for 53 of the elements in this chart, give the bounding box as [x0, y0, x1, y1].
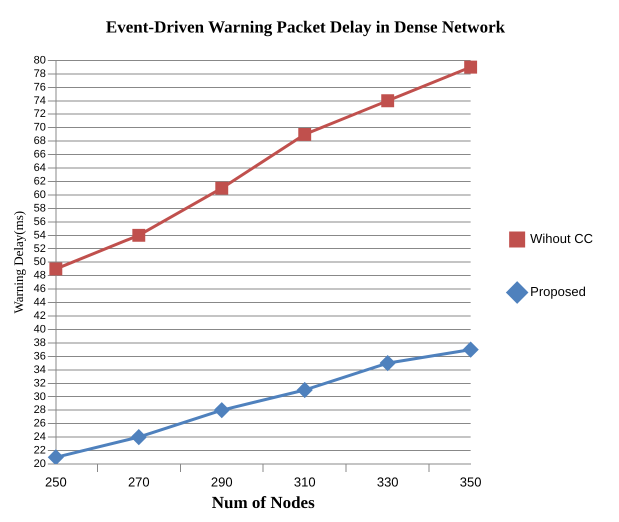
y-tick-label: 80 [34, 54, 46, 66]
y-tick-label: 24 [34, 431, 46, 444]
y-tick-label: 46 [34, 283, 46, 296]
point [297, 382, 312, 398]
y-tick-label: 50 [34, 256, 46, 268]
y-tick-label: 76 [34, 81, 46, 94]
y-tick-label: 70 [34, 122, 46, 134]
point [298, 128, 312, 141]
point [131, 430, 146, 445]
y-tick-label: 44 [34, 296, 46, 309]
point [463, 342, 478, 358]
x-tick-label: 250 [44, 474, 67, 490]
chart-title: Event-Driven Warning Packet Delay in Dense Network [106, 18, 506, 37]
y-tick-label: 36 [34, 350, 46, 362]
x-axis-title: Num of Nodes [212, 493, 316, 512]
point [48, 450, 64, 464]
y-tick-label: 26 [34, 418, 46, 430]
y-tick-label: 66 [34, 148, 46, 161]
x-tick-label: 310 [294, 474, 316, 490]
y-tick-label: 30 [34, 390, 46, 403]
y-tick-label: 40 [34, 324, 46, 336]
legend-label: Proposed [530, 284, 586, 300]
y-tick-label: 72 [34, 108, 46, 120]
point [214, 402, 230, 418]
point [380, 356, 396, 371]
y-tick-label: 78 [34, 68, 46, 80]
point [381, 94, 394, 108]
point [464, 60, 478, 74]
y-tick-label: 20 [34, 458, 46, 470]
x-tick-label: 290 [210, 474, 233, 490]
y-tick-label: 64 [34, 162, 46, 174]
y-tick-label: 60 [34, 188, 46, 201]
y-tick-label: 74 [34, 94, 46, 107]
x-tick-label: 270 [128, 474, 150, 490]
y-tick-label: 42 [34, 310, 46, 322]
y-tick-label: 52 [34, 242, 46, 255]
y-tick-label: 38 [34, 336, 46, 349]
y-tick-label: 34 [34, 364, 46, 376]
y-tick-label: 32 [34, 377, 46, 390]
y-tick-label: 62 [34, 176, 46, 188]
y-tick-label: 68 [34, 135, 46, 148]
y-tick-label: 58 [34, 202, 46, 214]
legend-label: Wihout CC [530, 231, 594, 246]
y-tick-label: 22 [34, 444, 46, 457]
x-tick-label: 350 [460, 474, 482, 490]
y-tick-label: 54 [34, 229, 46, 242]
y-tick-label: 56 [34, 216, 46, 228]
y-tick-label: 48 [34, 270, 46, 282]
y-axis-title: Warning Delay(ms) [11, 210, 26, 314]
point [215, 182, 228, 195]
point [132, 228, 146, 242]
y-tick-label: 28 [34, 404, 46, 416]
x-tick-label: 330 [376, 474, 399, 490]
